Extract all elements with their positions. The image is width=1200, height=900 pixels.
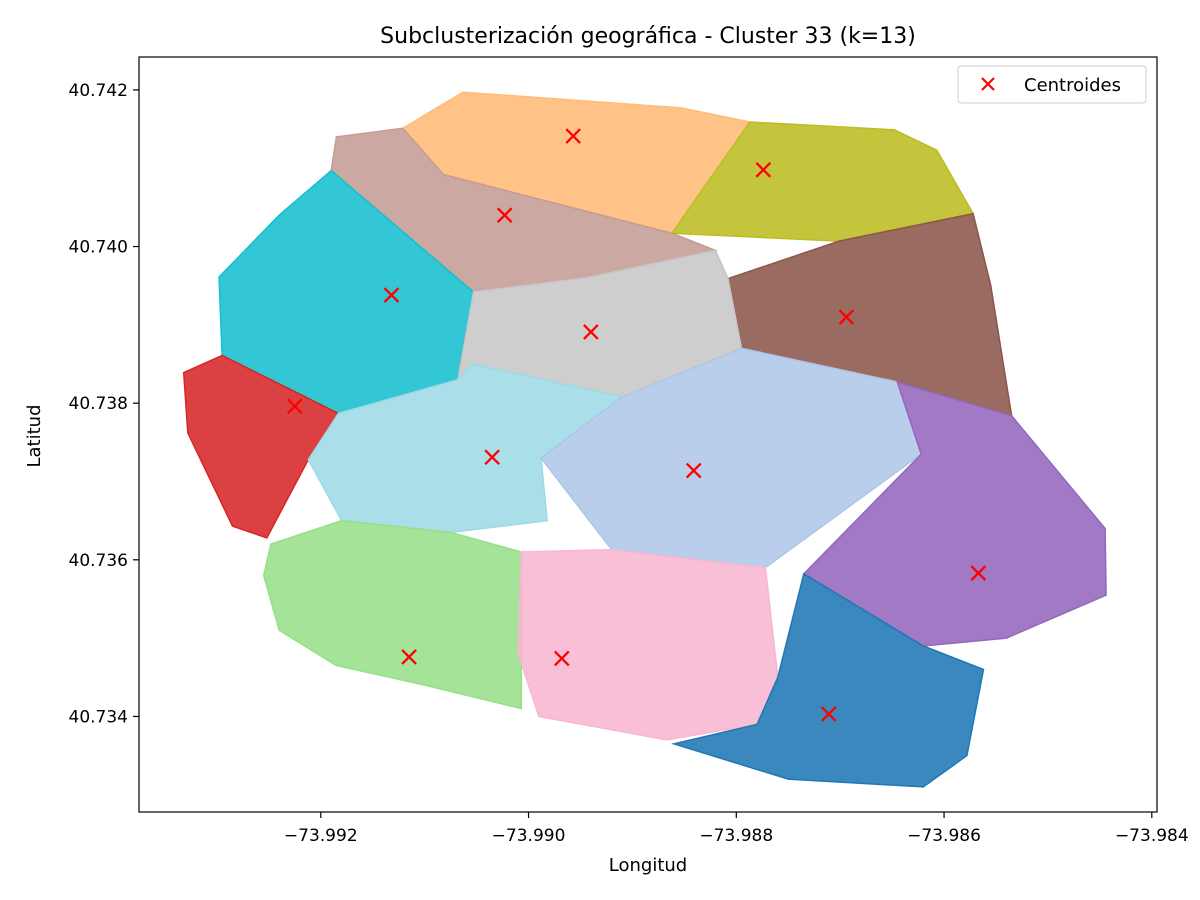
centroid-marker-7	[287, 398, 303, 415]
cluster-region-11	[262, 519, 523, 710]
centroid-marker-10	[970, 565, 987, 581]
centroid-marker-11	[401, 649, 417, 665]
y-tick-label: 40.738	[69, 394, 128, 414]
centroid-marker-2	[755, 161, 772, 178]
centroid-marker-6	[583, 324, 599, 340]
centroid-marker-3	[496, 207, 513, 224]
x-tick-label: −73.984	[1115, 826, 1189, 846]
cluster-region-8	[307, 363, 624, 534]
x-tick-label: −73.992	[284, 826, 358, 846]
legend-label-centroides: Centroides	[1024, 75, 1121, 96]
centroid-marker-9	[685, 462, 702, 479]
x-tick-label: −73.988	[699, 826, 773, 846]
centroid-layer	[287, 128, 987, 722]
y-axis-label: Latitud	[24, 404, 45, 467]
cluster-layer	[182, 91, 1107, 788]
x-axis: −73.992 −73.990 −73.988 −73.986 −73.984	[284, 812, 1189, 846]
centroid-marker-12	[553, 650, 570, 667]
centroid-marker-5	[838, 309, 855, 325]
legend: Centroides	[957, 65, 1147, 104]
cluster-region-12	[517, 548, 779, 741]
y-tick-label: 40.742	[69, 81, 128, 101]
legend-box	[957, 65, 1147, 104]
plot-frame	[138, 56, 1158, 813]
cluster-region-13	[671, 572, 985, 788]
centroid-marker-13	[820, 706, 837, 722]
centroid-marker-1	[565, 128, 582, 144]
x-tick-label: −73.990	[492, 826, 566, 846]
x-tick-label: −73.986	[907, 826, 981, 846]
y-tick-label: 40.734	[69, 707, 128, 727]
centroid-marker-4	[383, 287, 400, 303]
legend-marker-x-icon	[981, 77, 995, 91]
chart-title: Subclusterización geográfica - Cluster 3…	[380, 24, 916, 49]
cluster-region-9	[539, 347, 923, 569]
centroid-marker-8	[484, 449, 500, 466]
y-tick-label: 40.736	[69, 551, 128, 571]
y-axis: 40.734 40.736 40.738 40.740 40.742	[69, 81, 139, 727]
y-tick-label: 40.740	[69, 238, 128, 258]
x-axis-label: Longitud	[609, 855, 687, 876]
